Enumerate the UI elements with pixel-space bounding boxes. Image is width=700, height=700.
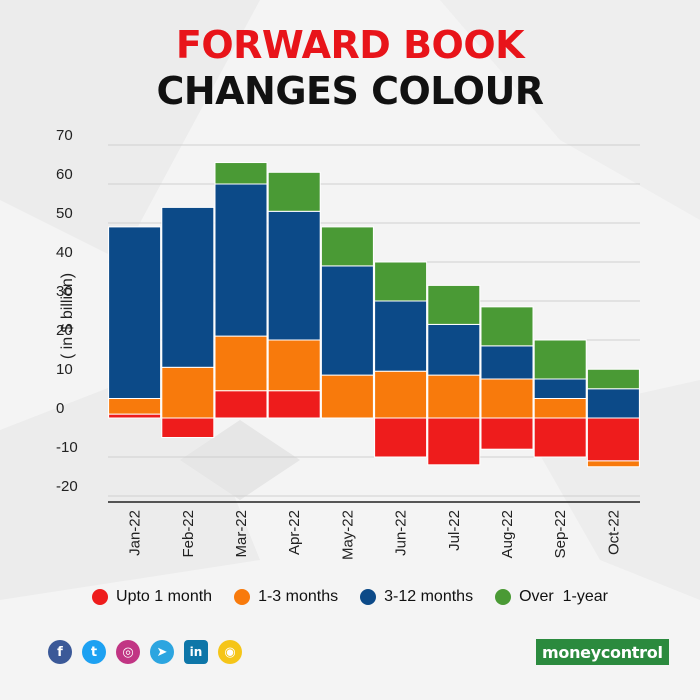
social-icons: f t ◎ ➤ in ◉ [48, 640, 242, 664]
y-tick-label: 0 [56, 400, 64, 417]
x-tick-label: Feb-22 [180, 510, 197, 558]
bar-segment [267, 339, 321, 392]
bar-segment [161, 417, 215, 438]
legend-swatch [495, 589, 512, 605]
brand-part-1: money [542, 642, 601, 662]
bar-segment [427, 417, 481, 466]
x-tick-label: May-22 [339, 510, 356, 560]
title-line-2: CHANGES COLOUR [156, 69, 544, 113]
y-tick-label: 50 [56, 205, 73, 222]
legend-item-upto-1-month: Upto 1 month [92, 588, 212, 606]
bar-segment [214, 390, 268, 419]
x-tick-label: Jun-22 [393, 510, 410, 556]
legend: Upto 1 month 1-3 months 3-12 months Over… [0, 588, 700, 606]
bar-segment [108, 398, 162, 415]
legend-item-1-3-months: 1-3 months [234, 588, 338, 606]
legend-item-over-1-year: Over 1-year [495, 588, 608, 606]
bar-segment [480, 345, 534, 380]
y-tick-label: 30 [56, 283, 73, 300]
x-tick-label: Oct-22 [605, 510, 622, 555]
legend-label: Upto 1 month [116, 588, 213, 605]
bar-segment [427, 374, 481, 419]
legend-label: 3-12 months [384, 588, 474, 605]
bar-segment [480, 417, 534, 450]
twitter-icon[interactable]: t [82, 640, 106, 664]
legend-label: 1-3 months [258, 588, 339, 605]
legend-swatch [234, 589, 251, 605]
bar-segment [427, 284, 481, 325]
brand-part-2: control [600, 642, 663, 662]
telegram-icon[interactable]: ➤ [150, 640, 174, 664]
bar-segment [533, 378, 587, 399]
bar-segment [267, 390, 321, 419]
brand-logo: money control [536, 639, 669, 665]
y-tick-label: 10 [56, 361, 73, 378]
y-tick-label: 40 [56, 244, 73, 261]
x-tick-label: Jul-22 [446, 510, 463, 551]
x-tick-label: Aug-22 [499, 510, 516, 558]
bar-segment [586, 417, 640, 462]
y-tick-label: 60 [56, 166, 73, 183]
bar-segment [427, 323, 481, 376]
bar-segment [108, 413, 162, 419]
bar-segment [480, 306, 534, 347]
bar-segment [374, 300, 428, 372]
bar-segment [533, 398, 587, 419]
bar-segment [480, 378, 534, 419]
y-tick-label: -20 [56, 478, 78, 495]
bar-segment [161, 366, 215, 419]
bar-segment [533, 417, 587, 458]
y-tick-label: 20 [56, 322, 73, 339]
legend-label: Over 1-year [519, 588, 608, 605]
x-tick-label: Apr-22 [286, 510, 303, 555]
chart-title: FORWARD BOOK CHANGES COLOUR [0, 22, 700, 114]
bar-segment [374, 417, 428, 458]
y-tick-label: 70 [56, 127, 73, 144]
bar-segment [267, 171, 321, 212]
legend-swatch [360, 589, 377, 605]
stacked-bar-chart: 70 60 50 40 30 20 10 0 -10 -20 ( in $ billion) Jan-… [56, 127, 640, 560]
bar-segment [586, 460, 640, 468]
bar-segment [108, 226, 162, 399]
bar-segment [214, 162, 268, 185]
bar-segment [320, 374, 374, 419]
bar-segment [533, 339, 587, 380]
bar-segment [320, 265, 374, 376]
legend-swatch [92, 589, 109, 605]
x-tick-label: Jan-22 [127, 510, 144, 556]
x-tick-label: Mar-22 [233, 510, 250, 558]
title-line-1: FORWARD BOOK [175, 23, 525, 67]
x-tick-label: Sep-22 [552, 510, 569, 558]
bar-segment [214, 335, 268, 392]
facebook-icon[interactable]: f [48, 640, 72, 664]
linkedin-icon[interactable]: in [184, 640, 208, 664]
y-tick-label: -10 [56, 439, 78, 456]
bar-segment [586, 388, 640, 419]
bar-segment [586, 368, 640, 390]
y-axis-label: ( in $ billion) [59, 273, 76, 359]
legend-item-3-12-months: 3-12 months [360, 588, 473, 606]
bar-segment [374, 370, 428, 419]
bar-segment [267, 210, 321, 341]
bar-segment [374, 261, 428, 302]
bar-segment [161, 206, 215, 368]
bar-segment [320, 226, 374, 267]
instagram-icon[interactable]: ◎ [116, 640, 140, 664]
bar-segment [214, 183, 268, 337]
snapchat-icon[interactable]: ◉ [218, 640, 242, 664]
